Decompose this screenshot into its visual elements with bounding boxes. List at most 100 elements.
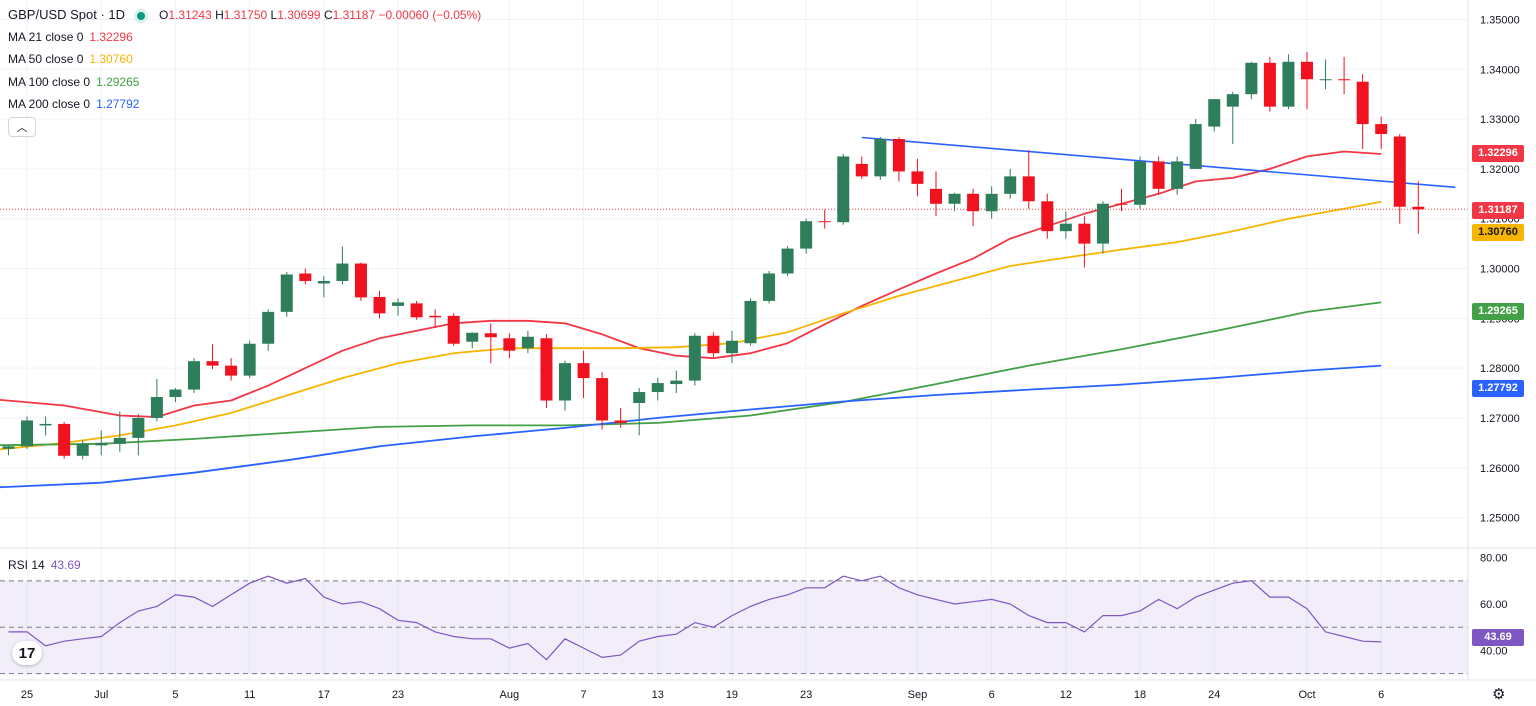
candle [299, 268, 312, 285]
rsi-legend[interactable]: RSI 14 43.69 [8, 558, 81, 572]
candle [1078, 216, 1091, 268]
ma100-legend[interactable]: MA 100 close 0 1.29265 [8, 75, 140, 89]
candle-body [1226, 94, 1239, 107]
y-tick-label: 1.27000 [1480, 413, 1520, 425]
y-tick-label: 1.26000 [1480, 463, 1520, 475]
y-tick-label: 1.30000 [1480, 264, 1520, 276]
symbol-title[interactable]: GBP/USD Spot · 1D [8, 7, 126, 22]
candle [725, 330, 738, 364]
candle-body [262, 311, 275, 344]
candle-body [95, 442, 108, 446]
candle-body [1134, 161, 1147, 205]
candle [874, 137, 887, 180]
candle-body [1263, 62, 1276, 107]
candle-body [2, 446, 15, 449]
candle [484, 323, 497, 364]
candle-body [985, 193, 998, 212]
x-tick-label: Jul [94, 689, 108, 701]
candle-body [225, 365, 238, 376]
candle [837, 153, 850, 225]
x-tick-label: Oct [1298, 689, 1315, 701]
candle-body [1078, 223, 1091, 244]
candle-body [336, 263, 349, 281]
ma21-price-tag: 1.32296 [1472, 145, 1524, 162]
candle-body [577, 363, 590, 379]
tradingview-logo[interactable]: 17 [12, 641, 42, 665]
candle-body [521, 336, 534, 349]
candle-body [1171, 161, 1184, 189]
candle [930, 171, 942, 217]
ma50-legend[interactable]: MA 50 close 0 1.30760 [8, 52, 133, 66]
candle-body [781, 248, 794, 274]
candle [206, 344, 219, 370]
y-tick-label: 1.33000 [1480, 114, 1520, 126]
rsi-tick-label: 80.00 [1480, 553, 1508, 565]
candle-body [39, 423, 52, 426]
candle [225, 358, 238, 381]
candle [1022, 149, 1035, 209]
candle-body [58, 423, 71, 456]
candle [243, 340, 256, 379]
candle-body [930, 188, 942, 204]
y-tick-label: 1.32000 [1480, 164, 1520, 176]
candle-body [559, 363, 571, 401]
candle-body [1152, 161, 1165, 189]
rsi-line [8, 575, 1382, 661]
candle-body [1189, 124, 1202, 169]
x-tick-label: 24 [1208, 689, 1220, 701]
gear-icon[interactable]: ⚙ [1492, 686, 1506, 703]
candle [855, 156, 868, 179]
candle-body [21, 420, 34, 447]
y-tick-label: 1.35000 [1480, 14, 1520, 26]
x-tick-label: 13 [652, 689, 664, 701]
rsi-price-tag: 43.69 [1472, 629, 1524, 646]
chevron-up-icon: ︿ [16, 122, 28, 134]
x-tick-label: 19 [726, 689, 738, 701]
candle-body [688, 335, 701, 381]
collapse-legend-button[interactable]: ︿ [8, 117, 36, 137]
candle-body [596, 378, 609, 421]
candle [336, 246, 349, 285]
candle-body [1375, 124, 1388, 135]
candle-body [1282, 61, 1295, 107]
x-tick-label: 23 [800, 689, 812, 701]
candle [1263, 56, 1276, 112]
candle [633, 388, 646, 436]
ma21-legend[interactable]: MA 21 close 0 1.32296 [8, 30, 133, 44]
candle [1319, 59, 1332, 90]
candle-body [1356, 81, 1369, 125]
y-tick-label: 1.25000 [1480, 513, 1520, 525]
candle-body [874, 139, 887, 177]
candle-body [855, 163, 868, 177]
candle [596, 372, 609, 430]
x-tick-label: 25 [21, 689, 33, 701]
candle [967, 188, 980, 227]
candle [1282, 54, 1295, 110]
ma200-legend[interactable]: MA 200 close 0 1.27792 [8, 97, 140, 111]
candle-body [392, 302, 405, 306]
rsi-tick-label: 40.00 [1480, 645, 1508, 657]
candle-body [503, 338, 516, 351]
x-tick-label: 18 [1134, 689, 1146, 701]
candle-body [1245, 62, 1258, 95]
x-tick-label: 17 [318, 689, 330, 701]
ma-200-line [0, 364, 1382, 489]
candle-body [169, 389, 182, 398]
candle [1338, 56, 1351, 95]
x-tick-label: 11 [244, 689, 255, 701]
candle-body [1393, 136, 1406, 207]
candle [76, 440, 89, 460]
candle [392, 298, 405, 316]
candle [1356, 74, 1369, 149]
ma50-price-tag: 1.30760 [1472, 224, 1524, 241]
candle [1412, 181, 1425, 234]
candle-body [113, 437, 126, 444]
candle [188, 358, 200, 394]
change-value: −0.00060 (−0.05%) [378, 8, 482, 22]
close-value: 1.31187 [332, 8, 376, 22]
candle [429, 309, 442, 328]
candle [818, 209, 831, 229]
candle-body [188, 361, 200, 390]
